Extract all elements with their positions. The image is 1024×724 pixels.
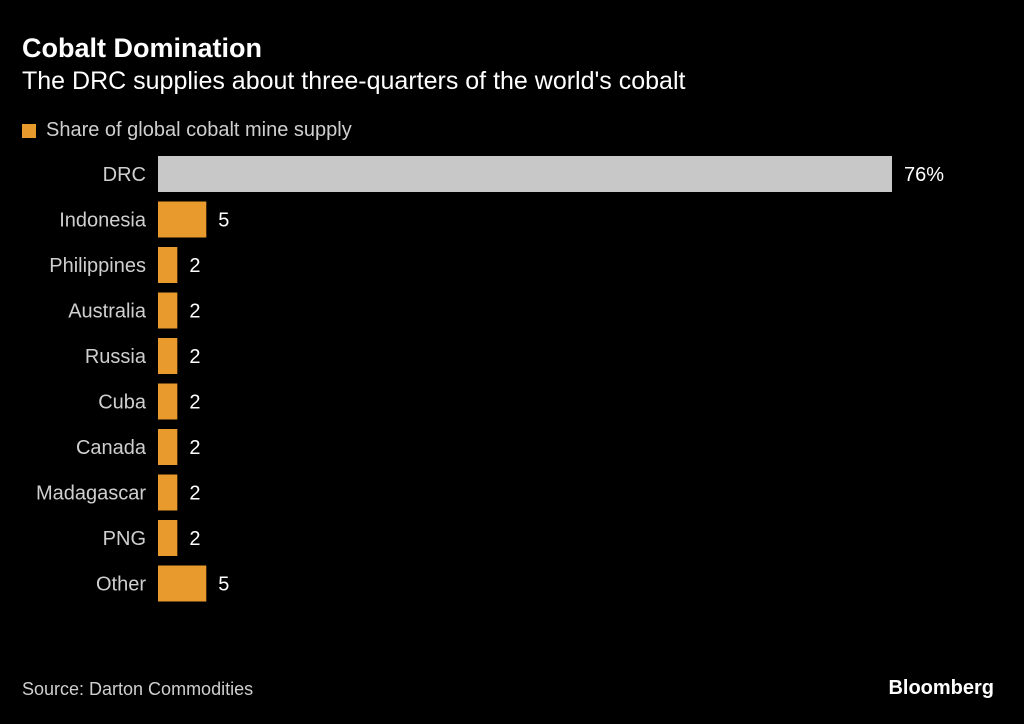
data-label: 2 — [189, 437, 200, 459]
legend: Share of global cobalt mine supply — [22, 119, 352, 142]
bar-png — [158, 520, 178, 556]
data-label: 5 — [218, 574, 229, 596]
legend-label: Share of global cobalt mine supply — [46, 119, 352, 141]
category-label: DRC — [103, 164, 146, 186]
data-label: 2 — [189, 392, 200, 414]
data-label: 2 — [189, 528, 200, 550]
category-label: Russia — [85, 346, 147, 368]
category-label: Other — [96, 574, 146, 596]
source-note: Source: Darton Commodities — [22, 679, 254, 699]
data-label: 2 — [189, 346, 200, 368]
legend-swatch — [22, 123, 36, 138]
chart-subtitle: The DRC supplies about three-quarters of… — [22, 67, 686, 95]
data-label: 76% — [904, 164, 944, 186]
bar-philippines — [158, 247, 178, 283]
category-label: Australia — [68, 301, 147, 323]
category-label: PNG — [103, 528, 146, 550]
bar-indonesia — [158, 201, 207, 238]
data-label: 5 — [218, 210, 229, 232]
category-label: Indonesia — [59, 210, 147, 232]
category-label: Philippines — [49, 255, 146, 277]
bar-other — [158, 565, 207, 602]
bar-chart: DRC 76% Indonesia 5 Philippines 2 Australia 2 Ru… — [36, 156, 944, 602]
bar-canada — [158, 429, 178, 465]
data-label: 2 — [189, 255, 200, 277]
data-label: 2 — [189, 483, 200, 505]
data-label: 2 — [189, 301, 200, 323]
category-label: Madagascar — [36, 483, 146, 505]
bar-australia — [158, 292, 178, 329]
category-label: Canada — [76, 437, 147, 459]
chart-title: Cobalt Domination — [22, 33, 262, 63]
bar-russia — [158, 338, 178, 374]
bar-madagascar — [158, 474, 178, 511]
bar-drc — [158, 156, 892, 192]
category-label: Cuba — [98, 392, 147, 414]
bar-cuba — [158, 383, 178, 420]
bloomberg-logo: Bloomberg — [888, 677, 994, 699]
